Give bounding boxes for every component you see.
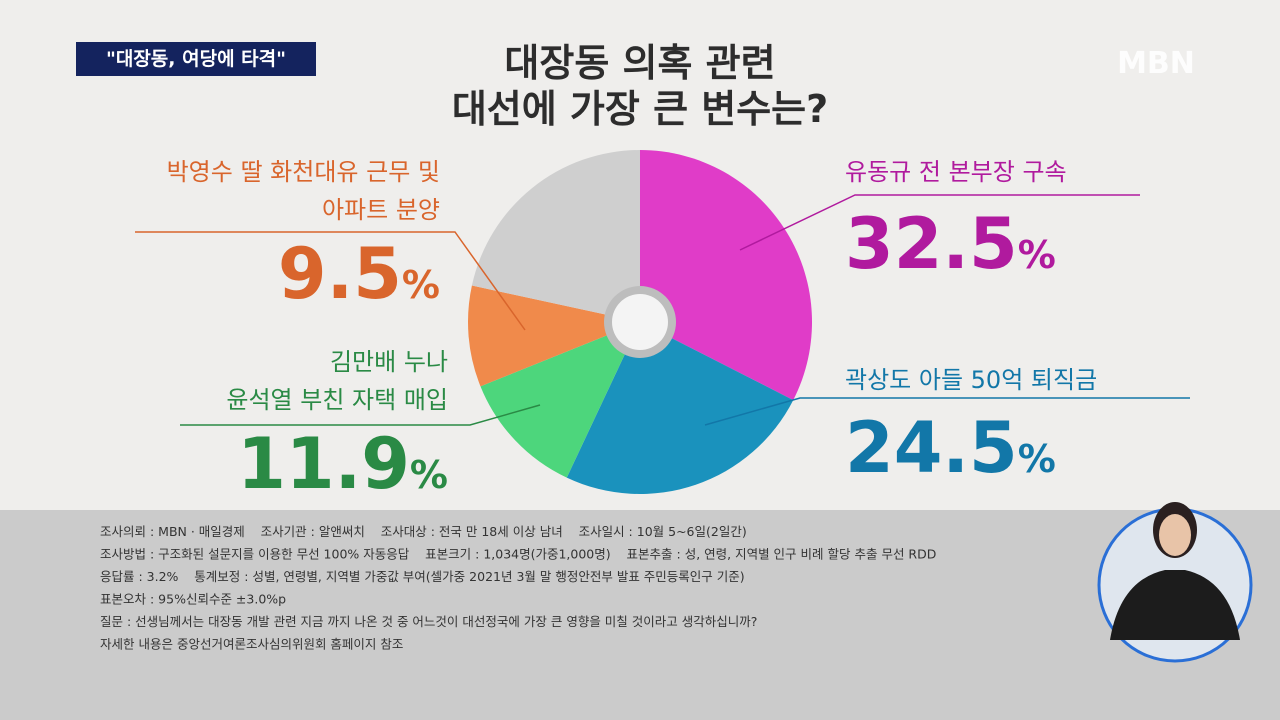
value-number: 24.5: [845, 407, 1018, 489]
category-line: 김만배 누나: [330, 348, 448, 376]
value-number: 11.9: [237, 423, 410, 505]
logo: MBN: [1117, 46, 1195, 81]
donut-hole: [612, 294, 668, 350]
value-unit: %: [402, 263, 440, 307]
leader-line: [135, 231, 526, 331]
labels: 유동규 전 본부장 구속 32.5% 곽상도 아들 50억 퇴직금 24.5% 김만배 …: [167, 158, 1098, 505]
title-line: 대장동 의혹 관련: [504, 41, 775, 85]
tag: "대장동, 여당에 타격": [106, 48, 286, 70]
footnote: 조사의뢰 : MBN · 매일경제 조사기관 : 알앤써치 조사대상 : 전국 …: [100, 524, 747, 539]
slice: [640, 150, 812, 401]
tag-box: [76, 42, 316, 76]
value-label: 9.5%: [278, 233, 440, 315]
footnote: 자세한 내용은 중앙선거여론조사심의위원회 홈페이지 참조: [100, 637, 403, 652]
value-unit: %: [1018, 437, 1056, 481]
category-line: 윤석열 부친 자택 매입: [226, 386, 448, 414]
footnote: 조사방법 : 구조화된 설문지를 이용한 무선 100% 자동응답 표본크기 :…: [100, 547, 936, 562]
footer-band: [0, 510, 1280, 720]
title-line: 대선에 가장 큰 변수는?: [452, 87, 828, 131]
value-number: 32.5: [845, 203, 1018, 285]
leader-line: [180, 404, 541, 426]
category-line: 박영수 딸 화천대유 근무 및: [167, 158, 440, 186]
interpreter-body: [1110, 570, 1240, 640]
value-label: 11.9%: [237, 423, 448, 505]
leader-line: [704, 397, 1190, 426]
slice: [480, 322, 640, 478]
leader-line: [739, 194, 1140, 251]
slice: [471, 150, 640, 322]
slice: [566, 322, 794, 494]
footnote: 질문 : 선생님께서는 대장동 개발 관련 지금 까지 나온 것 중 어느것이 …: [100, 614, 757, 629]
value-number: 9.5: [278, 233, 402, 315]
value-unit: %: [1018, 233, 1056, 277]
category-line: 아파트 분양: [322, 196, 440, 224]
footnote: 표본오차 : 95%신뢰수준 ±3.0%p: [100, 592, 286, 607]
footnotes: 조사의뢰 : MBN · 매일경제 조사기관 : 알앤써치 조사대상 : 전국 …: [100, 524, 936, 652]
category-label: 유동규 전 본부장 구속: [845, 158, 1067, 186]
value-label: 24.5%: [845, 407, 1056, 489]
interpreter-face: [1159, 514, 1191, 556]
category-label: 곽상도 아들 50억 퇴직금: [845, 366, 1097, 394]
value-unit: %: [410, 453, 448, 497]
footnote: 응답률 : 3.2% 통계보정 : 성별, 연령별, 지역별 가중값 부여(셀가…: [100, 569, 745, 584]
value-label: 32.5%: [845, 203, 1056, 285]
